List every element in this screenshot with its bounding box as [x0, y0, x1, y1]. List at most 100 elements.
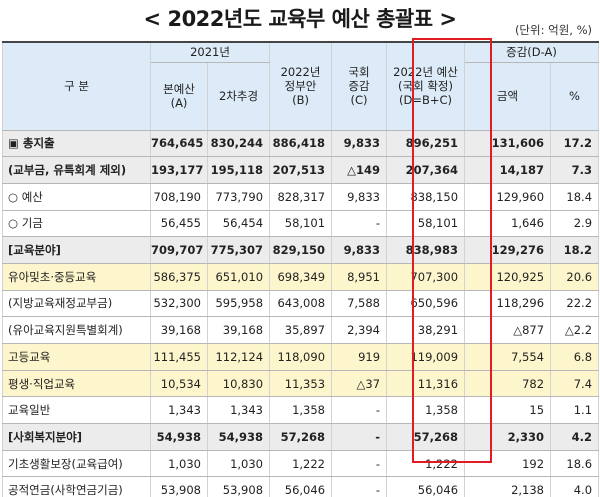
cell-2022-final: 56,046	[386, 476, 466, 497]
cell-assembly-change: 9,833	[331, 129, 388, 158]
cell-change-amount: 129,276	[464, 236, 552, 264]
cell-change-amount: 782	[464, 369, 552, 398]
cell-gov-proposal: 829,150	[269, 236, 333, 264]
cell-assembly-change: 9,833	[331, 236, 388, 264]
header-amount: 금액	[464, 61, 552, 131]
row-label: [사회복지분야]	[2, 423, 151, 451]
cell-2022-final: 57,268	[386, 423, 466, 451]
cell-change-pct: 6.8	[550, 343, 600, 371]
cell-supp-budget: 54,938	[206, 423, 271, 451]
row-label: 교육일반	[2, 396, 151, 425]
cell-supp-budget: 595,958	[206, 289, 271, 318]
header-category: 구 분	[2, 41, 151, 131]
cell-supp-budget: 651,010	[206, 262, 271, 291]
table-row: ▣ 총지출 764,645 830,244 886,418 9,833 896,251 13…	[2, 129, 600, 158]
cell-change-amount: 120,925	[464, 262, 552, 291]
cell-gov-proposal: 886,418	[269, 129, 333, 158]
cell-main-budget: 709,707	[150, 236, 208, 264]
cell-gov-proposal: 118,090	[269, 343, 333, 371]
row-label: (지방교육재정교부금)	[2, 289, 151, 318]
table-row: [사회복지분야] 54,938 54,938 57,268-57,268 2,330 4.…	[2, 423, 600, 451]
cell-change-amount: 14,187	[464, 156, 552, 184]
cell-assembly-change: -	[331, 396, 388, 425]
cell-2022-final: 58,101	[386, 209, 466, 238]
cell-gov-proposal: 58,101	[269, 209, 333, 238]
cell-change-amount: 2,138	[464, 476, 552, 497]
table-row: 교육일반 1,343 1,343 1,358-1,358 15 1.1	[2, 396, 600, 425]
cell-main-budget: 586,375	[150, 262, 208, 291]
cell-change-amount: 15	[464, 396, 552, 425]
header-supp-budget: 2차추경	[206, 61, 271, 131]
cell-assembly-change: -	[331, 209, 388, 238]
cell-2022-final: 38,291	[386, 316, 466, 344]
table-row: ○ 기금 56,455 56,454 58,101-58,101 1,646 2.9	[2, 209, 600, 238]
cell-supp-budget: 195,118	[206, 156, 271, 184]
cell-main-budget: 53,908	[150, 476, 208, 497]
cell-change-amount: 129,960	[464, 182, 552, 211]
cell-change-pct: 1.1	[550, 396, 600, 425]
cell-assembly-change: 7,588	[331, 289, 388, 318]
table-row: (지방교육재정교부금) 532,300 595,958 643,008 7,588 650…	[2, 289, 600, 318]
cell-gov-proposal: 57,268	[269, 423, 333, 451]
row-label: ○ 예산	[2, 182, 151, 211]
cell-change-amount: 192	[464, 449, 552, 478]
cell-assembly-change: 2,394	[331, 316, 388, 344]
table-row: [교육분야] 709,707 775,307 829,150 9,833 838,983 1…	[2, 236, 600, 264]
table-row: (교부금, 유특회계 제외) 193,177 195,118 207,513 △149 2…	[2, 156, 600, 184]
cell-change-amount: 2,330	[464, 423, 552, 451]
cell-change-pct: 18.6	[550, 449, 600, 478]
cell-2022-final: 1,222	[386, 449, 466, 478]
row-label: [교육분야]	[2, 236, 151, 264]
cell-assembly-change: -	[331, 423, 388, 451]
cell-assembly-change: 9,833	[331, 182, 388, 211]
row-label: 공적연금(사학연금기금)	[2, 476, 151, 497]
cell-main-budget: 708,190	[150, 182, 208, 211]
cell-change-amount: 131,606	[464, 129, 552, 158]
cell-change-pct: 4.0	[550, 476, 600, 497]
budget-table: 구 분 2021년 2022년 정부안 (B) 국회 증감 (C) 2022년 …	[2, 41, 600, 497]
row-label: ▣ 총지출	[2, 129, 151, 158]
cell-assembly-change: 8,951	[331, 262, 388, 291]
cell-assembly-change: -	[331, 449, 388, 478]
cell-gov-proposal: 828,317	[269, 182, 333, 211]
row-label: 평생·직업교육	[2, 369, 151, 398]
table-row: ○ 예산 708,190 773,790 828,317 9,833 838,150 129…	[2, 182, 600, 211]
cell-2022-final: 11,316	[386, 369, 466, 398]
unit-note: (단위: 억원, %)	[514, 23, 592, 37]
cell-2022-final: 650,596	[386, 289, 466, 318]
cell-assembly-change: △149	[331, 156, 388, 184]
cell-gov-proposal: 1,358	[269, 396, 333, 425]
cell-change-amount: 118,296	[464, 289, 552, 318]
cell-supp-budget: 53,908	[206, 476, 271, 497]
cell-gov-proposal: 35,897	[269, 316, 333, 344]
cell-change-amount: 7,554	[464, 343, 552, 371]
table-row: 평생·직업교육 10,534 10,830 11,353 △37 11,316 782 7.4	[2, 369, 600, 398]
cell-2022-final: 838,150	[386, 182, 466, 211]
cell-supp-budget: 10,830	[206, 369, 271, 398]
cell-main-budget: 193,177	[150, 156, 208, 184]
row-label: (유아교육지원특별회계)	[2, 316, 151, 344]
cell-gov-proposal: 56,046	[269, 476, 333, 497]
cell-2022-final: 119,009	[386, 343, 466, 371]
cell-change-pct: 7.3	[550, 156, 600, 184]
cell-supp-budget: 830,244	[206, 129, 271, 158]
cell-change-pct: △2.2	[550, 316, 600, 344]
table-row: 유아및초·중등교육 586,375 651,010 698,349 8,951 707,3…	[2, 262, 600, 291]
cell-main-budget: 1,343	[150, 396, 208, 425]
cell-gov-proposal: 1,222	[269, 449, 333, 478]
cell-gov-proposal: 207,513	[269, 156, 333, 184]
header-2022-final: 2022년 예산 (국회 확정) (D=B+C)	[386, 41, 466, 131]
cell-main-budget: 39,168	[150, 316, 208, 344]
cell-main-budget: 111,455	[150, 343, 208, 371]
header-group-change: 증감(D-A)	[464, 41, 600, 63]
cell-main-budget: 10,534	[150, 369, 208, 398]
cell-main-budget: 56,455	[150, 209, 208, 238]
header-pct: %	[550, 61, 600, 131]
cell-main-budget: 532,300	[150, 289, 208, 318]
cell-2022-final: 207,364	[386, 156, 466, 184]
row-label: 기초생활보장(교육급여)	[2, 449, 151, 478]
cell-change-pct: 4.2	[550, 423, 600, 451]
cell-main-budget: 54,938	[150, 423, 208, 451]
table-title: < 2022년도 교육부 예산 총괄표 >	[143, 7, 457, 31]
table-row: 공적연금(사학연금기금) 53,908 53,908 56,046-56,046 2,1…	[2, 476, 600, 497]
